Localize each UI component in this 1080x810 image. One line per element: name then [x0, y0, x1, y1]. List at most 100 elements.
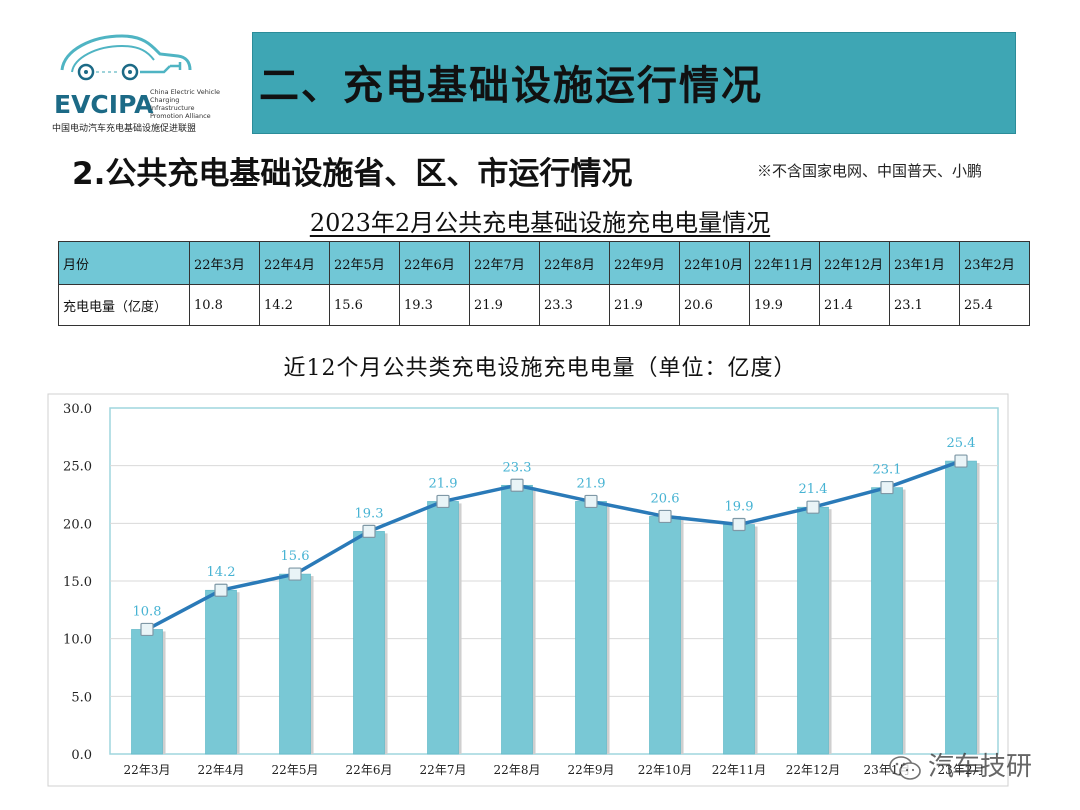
charging-volume-table: 月份 22年3月 22年4月 22年5月 22年6月 22年7月 22年8月 2…	[58, 241, 1030, 326]
bar	[649, 516, 681, 755]
bar	[871, 487, 903, 755]
data-label: 20.6	[651, 491, 680, 506]
data-label: 21.4	[799, 482, 828, 497]
bar	[353, 531, 385, 755]
x-tick-label: 22年7月	[420, 763, 467, 777]
table-value-cell: 23.3	[539, 284, 610, 326]
table-header-label: 月份	[58, 241, 190, 285]
data-label: 23.3	[503, 460, 532, 475]
section-banner: 二、充电基础设施运行情况	[252, 32, 1016, 134]
x-tick-label: 22年10月	[638, 763, 693, 777]
table-value-cell: 19.9	[749, 284, 820, 326]
car-plug-logo-icon	[60, 34, 192, 81]
line-marker	[880, 480, 894, 495]
table-value-cell: 21.4	[819, 284, 890, 326]
table-month-cell: 22年6月	[399, 241, 470, 285]
line-marker	[214, 583, 228, 597]
table-header-row: 月份 22年3月 22年4月 22年5月 22年6月 22年7月 22年8月 2…	[58, 241, 1030, 285]
line-marker	[436, 494, 450, 509]
table-value-cell: 23.1	[889, 284, 960, 326]
bar	[131, 629, 163, 755]
bar	[723, 524, 755, 755]
table-month-cell: 22年12月	[819, 241, 890, 285]
line-marker	[658, 509, 672, 524]
table-value-cell: 21.9	[609, 284, 680, 326]
bar	[205, 589, 237, 755]
wechat-icon	[889, 755, 921, 780]
table-value-cell: 10.8	[189, 284, 260, 326]
table-title: 2023年2月公共充电基础设施充电电量情况	[0, 203, 1080, 238]
logo-subtitle-en: China Electric Vehicle Charging Infrastr…	[150, 88, 221, 120]
x-tick-label: 22年8月	[494, 763, 541, 777]
x-tick-label: 22年12月	[786, 763, 841, 777]
table-month-cell: 22年4月	[259, 241, 330, 285]
data-label: 21.9	[429, 476, 458, 491]
data-label: 15.6	[281, 549, 310, 564]
line-marker	[806, 500, 820, 514]
y-tick-label: 25.0	[63, 460, 92, 475]
line-marker	[362, 524, 376, 539]
data-label: 19.3	[355, 506, 384, 521]
line-marker	[732, 517, 746, 532]
watermark: 汽车技研	[888, 746, 1032, 783]
x-tick-label: 22年9月	[568, 763, 615, 777]
section-title: 2.公共充电基础设施省、区、市运行情况	[72, 156, 633, 192]
y-tick-label: 0.0	[71, 748, 92, 763]
data-label: 21.9	[577, 476, 606, 491]
charging-volume-chart: 0.0 5.0 10.0 15.0 20.0 25.0 30.0 22年3月 22年4月 22年5…	[47, 393, 1009, 787]
table-title-text: 2023年2月公共充电基础设施充电电量情况	[309, 209, 771, 237]
table-value-row: 充电电量（亿度） 10.8 14.2 15.6 19.3 21.9 23.3 2…	[58, 284, 1030, 326]
data-label: 10.8	[133, 604, 162, 619]
logo-subtitle-cn: 中国电动汽车充电基础设施促进联盟	[52, 124, 197, 134]
line-marker	[954, 454, 968, 468]
table-value-cell: 20.6	[679, 284, 750, 326]
table-month-cell: 22年10月	[679, 241, 750, 285]
watermark-text: 汽车技研	[928, 752, 1033, 782]
x-tick-label: 23年2月	[938, 763, 985, 777]
table-month-cell: 23年1月	[889, 241, 960, 285]
data-label: 25.4	[947, 436, 976, 451]
x-tick-label: 22年5月	[272, 763, 319, 777]
chart-outer-frame	[47, 393, 1009, 787]
data-label: 14.2	[207, 565, 236, 580]
table-month-cell: 23年2月	[959, 241, 1030, 285]
bar	[427, 501, 459, 755]
bar	[501, 484, 533, 755]
table-value-cell: 14.2	[259, 284, 330, 326]
evcipa-logo: EVCIPA China Electric Vehicle Charging I…	[52, 30, 222, 135]
y-tick-label: 10.0	[63, 633, 92, 648]
line-marker	[584, 494, 598, 509]
x-tick-label: 22年3月	[124, 763, 171, 777]
data-label: 23.1	[873, 463, 902, 478]
logo-wordmark: EVCIPA	[54, 90, 154, 119]
table-month-cell: 22年11月	[749, 241, 820, 285]
table-row-label: 充电电量（亿度）	[58, 284, 190, 326]
x-tick-label: 22年4月	[198, 763, 245, 777]
y-tick-label: 15.0	[63, 575, 92, 590]
chart-title: 近12个月公共类充电设施充电电量（单位：亿度）	[283, 356, 797, 381]
y-tick-label: 20.0	[63, 517, 92, 532]
table-month-cell: 22年7月	[469, 241, 540, 285]
bar	[945, 460, 977, 755]
table-value-cell: 25.4	[959, 284, 1030, 326]
table-month-cell: 22年5月	[329, 241, 400, 285]
trend-line	[146, 459, 962, 631]
exclusion-note: ※不含国家电网、中国普天、小鹏	[757, 162, 983, 180]
y-tick-label: 5.0	[71, 690, 92, 705]
table-value-cell: 15.6	[329, 284, 400, 326]
table-value-cell: 21.9	[469, 284, 540, 326]
line-marker	[140, 622, 154, 637]
x-tick-label: 22年11月	[712, 763, 767, 777]
bar	[279, 573, 311, 755]
x-tick-label: 23年1月	[864, 763, 911, 777]
y-tick-label: 30.0	[63, 402, 92, 417]
line-marker	[510, 478, 524, 492]
bar	[797, 506, 829, 755]
data-label: 19.9	[725, 499, 754, 514]
line-marker	[288, 567, 302, 581]
table-month-cell: 22年9月	[609, 241, 680, 285]
banner-title: 二、充电基础设施运行情况	[259, 63, 763, 109]
bar	[575, 501, 607, 755]
x-tick-label: 22年6月	[346, 763, 393, 777]
table-value-cell: 19.3	[399, 284, 470, 326]
